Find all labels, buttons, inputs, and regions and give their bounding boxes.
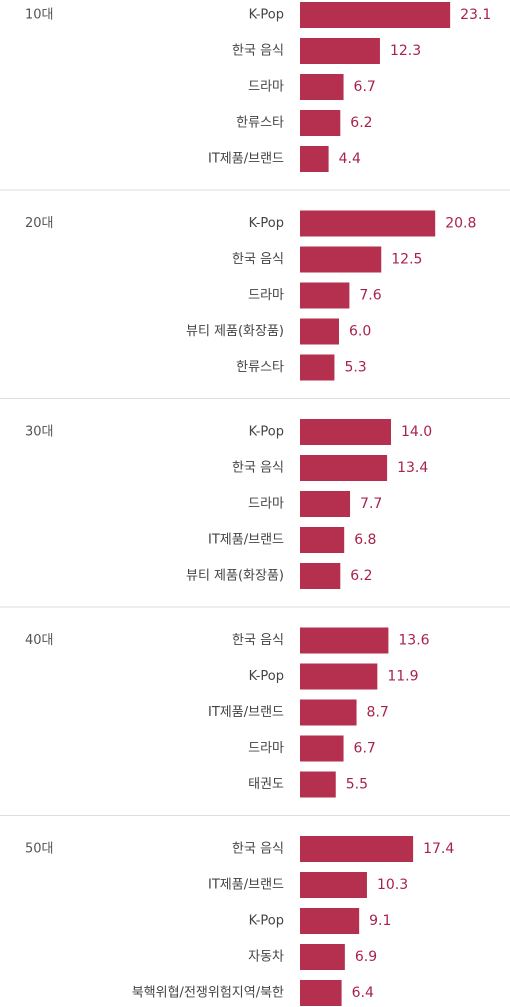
category-label: IT제품/브랜드 bbox=[208, 533, 284, 548]
bar bbox=[300, 908, 360, 934]
panel-title: 40대 bbox=[25, 633, 54, 648]
bar bbox=[300, 836, 414, 862]
value-label: 17.4 bbox=[423, 841, 454, 857]
bar bbox=[300, 2, 451, 28]
value-label: 11.9 bbox=[387, 669, 418, 685]
bar bbox=[300, 735, 344, 762]
category-label: K-Pop bbox=[249, 914, 284, 929]
bar bbox=[300, 419, 391, 445]
bar bbox=[300, 246, 382, 273]
bar bbox=[300, 627, 389, 654]
category-label: 태권도 bbox=[248, 777, 284, 792]
category-label: 한류스타 bbox=[236, 360, 284, 375]
category-label: 드라마 bbox=[248, 80, 284, 95]
value-label: 7.7 bbox=[360, 496, 382, 512]
bar bbox=[300, 527, 345, 553]
value-label: 6.8 bbox=[354, 532, 376, 548]
bar bbox=[300, 318, 339, 345]
category-label: K-Pop bbox=[249, 425, 284, 440]
bar bbox=[300, 455, 388, 481]
value-label: 6.0 bbox=[349, 324, 371, 340]
panel-title: 10대 bbox=[25, 8, 54, 23]
category-label: K-Pop bbox=[249, 8, 284, 23]
bar bbox=[300, 282, 350, 309]
category-label: 드라마 bbox=[248, 741, 284, 756]
category-label: 자동차 bbox=[248, 950, 284, 965]
bar bbox=[300, 771, 336, 798]
bar bbox=[300, 663, 378, 690]
value-label: 5.3 bbox=[344, 360, 366, 376]
bar bbox=[300, 872, 367, 898]
value-label: 8.7 bbox=[367, 705, 389, 721]
bar bbox=[300, 146, 329, 172]
category-label: 드라마 bbox=[248, 288, 284, 303]
value-label: 10.3 bbox=[377, 877, 408, 893]
value-label: 12.5 bbox=[391, 252, 422, 268]
bar bbox=[300, 38, 380, 64]
category-label: K-Pop bbox=[249, 216, 284, 231]
category-label: K-Pop bbox=[249, 669, 284, 684]
value-label: 6.2 bbox=[350, 115, 372, 131]
value-label: 13.6 bbox=[398, 633, 429, 649]
bar bbox=[300, 491, 351, 517]
value-label: 6.2 bbox=[350, 568, 372, 584]
category-label: 한류스타 bbox=[236, 116, 284, 131]
panel-title: 20대 bbox=[25, 216, 54, 231]
value-label: 6.9 bbox=[355, 949, 377, 965]
bar bbox=[300, 563, 341, 589]
panel-title: 50대 bbox=[25, 842, 54, 857]
category-label: 한국 음식 bbox=[232, 842, 284, 857]
category-label: 뷰티 제품(화장품) bbox=[186, 569, 284, 584]
value-label: 7.6 bbox=[359, 288, 381, 304]
bar bbox=[300, 210, 436, 237]
bar bbox=[300, 74, 344, 100]
category-label: IT제품/브랜드 bbox=[208, 705, 284, 720]
category-label: 뷰티 제품(화장품) bbox=[186, 324, 284, 339]
bar bbox=[300, 980, 342, 1006]
category-label: 북핵위협/전쟁위험지역/북한 bbox=[132, 986, 284, 1001]
value-label: 14.0 bbox=[401, 424, 432, 440]
category-label: IT제품/브랜드 bbox=[208, 152, 284, 167]
value-label: 6.7 bbox=[354, 741, 376, 757]
category-label: 드라마 bbox=[248, 497, 284, 512]
category-label: IT제품/브랜드 bbox=[208, 878, 284, 893]
value-label: 6.7 bbox=[354, 79, 376, 95]
value-label: 13.4 bbox=[397, 460, 428, 476]
value-label: 20.8 bbox=[445, 216, 476, 232]
value-label: 12.3 bbox=[390, 43, 421, 59]
value-label: 5.5 bbox=[346, 777, 368, 793]
category-label: 한국 음식 bbox=[232, 461, 284, 476]
value-label: 6.4 bbox=[352, 985, 374, 1001]
bar bbox=[300, 699, 357, 726]
panel-title: 30대 bbox=[25, 425, 54, 440]
category-label: 한국 음식 bbox=[232, 633, 284, 648]
bar bbox=[300, 944, 345, 970]
bar bbox=[300, 110, 341, 136]
value-label: 23.1 bbox=[460, 7, 491, 23]
category-label: 한국 음식 bbox=[232, 252, 284, 267]
value-label: 9.1 bbox=[369, 913, 391, 929]
value-label: 4.4 bbox=[339, 151, 361, 167]
bar bbox=[300, 354, 335, 381]
category-label: 한국 음식 bbox=[232, 44, 284, 59]
